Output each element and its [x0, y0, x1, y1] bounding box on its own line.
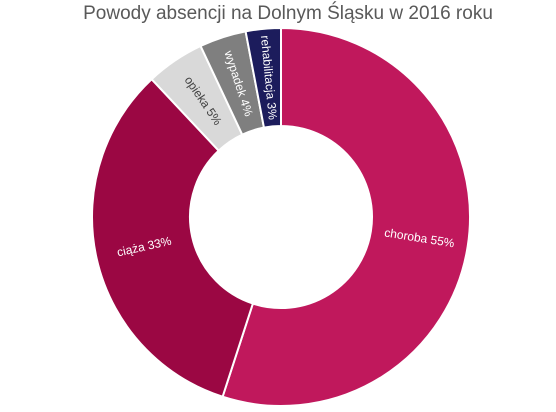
slice — [244, 26, 282, 129]
slice — [91, 77, 255, 399]
slice — [221, 26, 471, 407]
slice-label-value: 55% — [430, 233, 456, 251]
slice-label-name: choroba — [383, 226, 428, 247]
slice-label-value: 4% — [237, 97, 256, 118]
slice-label-name: rehabilitacja — [258, 35, 278, 100]
chart-title: Powody absencji na Dolnym Śląsku w 2016 … — [83, 2, 493, 24]
slice-label: choroba 55% — [383, 226, 455, 251]
slice-label-name: ciąża — [116, 240, 147, 260]
slice-label-value: 33% — [146, 234, 173, 253]
slice-label: ciąża 33% — [116, 234, 173, 260]
slice-label-value: 3% — [264, 102, 280, 121]
slice-label: rehabilitacja 3% — [258, 35, 280, 121]
